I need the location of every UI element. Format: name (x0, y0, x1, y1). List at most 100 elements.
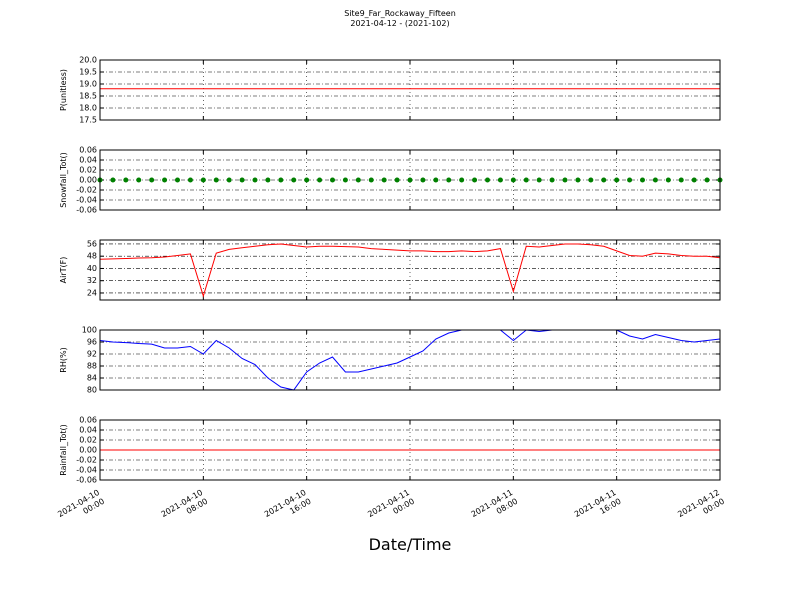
data-point (678, 177, 684, 183)
y-tick-label: -0.06 (76, 476, 97, 485)
y-tick-label: 19.5 (79, 68, 97, 77)
data-point (226, 177, 232, 183)
data-point (691, 177, 697, 183)
y-tick-label: -0.04 (76, 466, 97, 475)
y-tick-label: 92 (87, 350, 97, 359)
data-point (355, 177, 361, 183)
data-point (317, 177, 323, 183)
data-point (497, 177, 503, 183)
data-point (187, 177, 193, 183)
data-point (394, 177, 400, 183)
y-tick-label: 0.00 (79, 446, 97, 455)
y-tick-label: 17.5 (79, 116, 97, 125)
data-point (459, 177, 465, 183)
x-tick-label: 2021-04-1200:00 (676, 488, 726, 528)
data-point (614, 177, 620, 183)
data-point (652, 177, 658, 183)
data-point (510, 177, 516, 183)
data-point (278, 177, 284, 183)
data-point (342, 177, 348, 183)
data-point (446, 177, 452, 183)
data-point (472, 177, 478, 183)
data-point (265, 177, 271, 183)
x-tick-label: 2021-04-1000:00 (56, 488, 106, 528)
data-point (536, 177, 542, 183)
data-point (175, 177, 180, 183)
x-tick-label: 2021-04-1108:00 (470, 488, 520, 528)
data-point (627, 177, 633, 183)
panel-frame (99, 149, 721, 211)
y-tick-label: 88 (87, 362, 97, 371)
data-point (123, 177, 129, 183)
y-tick-label: -0.02 (76, 456, 97, 465)
data-point (213, 177, 219, 183)
y-tick-label: 24 (87, 288, 97, 297)
data-point (252, 177, 258, 183)
y-axis-label: P(unitless) (59, 69, 68, 111)
y-tick-label: -0.06 (76, 206, 97, 215)
y-tick-label: 0.02 (79, 436, 97, 445)
data-point (239, 177, 245, 183)
y-axis-label: AirT(F) (59, 257, 68, 284)
chart-title: Site9_Far_Rockaway_Fifteen (344, 9, 456, 18)
y-tick-label: 0.06 (79, 146, 97, 155)
data-line (99, 243, 721, 298)
y-tick-label: 40 (87, 264, 97, 273)
y-axis-label: RH(%) (59, 347, 68, 372)
y-tick-label: 20.0 (79, 56, 97, 65)
data-point (381, 177, 387, 183)
x-tick-label: 2021-04-1016:00 (263, 488, 313, 528)
y-tick-label: 84 (87, 374, 97, 383)
y-tick-label: 0.00 (79, 176, 97, 185)
y-tick-label: 18.5 (79, 92, 97, 101)
data-point (485, 177, 490, 183)
y-tick-label: 0.02 (79, 166, 97, 175)
y-tick-label: 18.0 (79, 104, 97, 113)
y-axis-label: Rainfall_Tot() (59, 424, 68, 476)
y-axis-label: Snowfall_Tot() (59, 152, 68, 208)
x-tick-label: 2021-04-1008:00 (160, 488, 210, 528)
x-tick-label: 2021-04-1100:00 (366, 488, 416, 528)
data-point (149, 177, 155, 183)
y-tick-label: 48 (87, 252, 97, 261)
y-tick-label: 0.04 (79, 426, 97, 435)
data-point (601, 177, 607, 183)
data-point (304, 177, 310, 183)
panel-frame (99, 329, 721, 391)
panel-frame (99, 239, 721, 301)
y-tick-label: 80 (87, 386, 97, 395)
data-point (704, 177, 710, 183)
data-point (368, 177, 374, 183)
y-tick-label: 0.06 (79, 416, 97, 425)
data-point (562, 177, 568, 183)
data-point (110, 177, 116, 183)
data-point (588, 177, 594, 183)
data-point (549, 177, 555, 183)
data-point (407, 177, 413, 183)
data-point (640, 177, 645, 183)
chart-subtitle: 2021-04-12 - (2021-102) (350, 19, 449, 28)
data-point (420, 177, 426, 183)
data-point (433, 177, 439, 183)
panel-frame (99, 59, 721, 121)
data-point (575, 177, 581, 183)
y-tick-label: 0.04 (79, 156, 97, 165)
y-tick-label: -0.02 (76, 186, 97, 195)
x-tick-label: 2021-04-1116:00 (573, 488, 623, 528)
data-point (162, 177, 168, 183)
data-point (136, 177, 142, 183)
y-tick-label: 56 (87, 239, 97, 248)
y-tick-label: 100 (82, 326, 97, 335)
data-point (523, 177, 529, 183)
panel-frame (99, 419, 721, 481)
x-axis-label: Date/Time (369, 535, 452, 554)
data-point (291, 177, 297, 183)
y-tick-label: 32 (87, 276, 97, 285)
y-tick-label: 96 (87, 338, 97, 347)
y-tick-label: 19.0 (79, 80, 97, 89)
data-point (200, 177, 206, 183)
data-point (330, 177, 335, 183)
y-tick-label: -0.04 (76, 196, 97, 205)
data-point (665, 177, 671, 183)
